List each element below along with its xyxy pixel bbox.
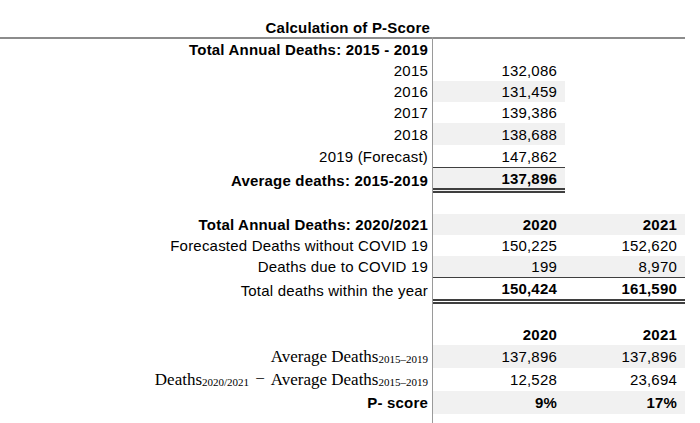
- year-label: 2016: [0, 81, 433, 102]
- table-row: 2017 139,386: [0, 102, 700, 123]
- section1-total-row: Average deaths: 2015-2019 137,896: [0, 167, 700, 193]
- section2-header-row: Total Annual Deaths: 2020/2021 2020 2021: [0, 214, 700, 235]
- formula-label: Deaths2020/2021−Average Deaths2015–2019: [0, 368, 433, 391]
- deaths-value: 132,086: [433, 60, 565, 81]
- average-deaths-value: 137,896: [433, 167, 565, 193]
- value-2021: 8,970: [565, 256, 685, 277]
- table-row: 2019 (Forecast) 147,862: [0, 145, 700, 167]
- p-score-row: P- score 9% 17%: [0, 391, 700, 414]
- total-deaths-label: Total deaths within the year: [0, 277, 433, 304]
- year-label: 2015: [0, 60, 433, 81]
- section1-header: Total Annual Deaths: 2015 - 2019: [0, 39, 433, 60]
- col-header-2020: 2020: [433, 214, 565, 235]
- year-label: 2017: [0, 102, 433, 123]
- excess-deaths-formula-row: Deaths2020/2021−Average Deaths2015–2019 …: [0, 368, 700, 391]
- covid-deaths-label: Deaths due to COVID 19: [0, 256, 433, 277]
- deaths-value: 139,386: [433, 102, 565, 123]
- column-divider: [432, 37, 433, 423]
- table-row: 2018 138,688: [0, 123, 700, 145]
- col-header-2021: 2021: [565, 214, 685, 235]
- p-score-label: P- score: [0, 391, 433, 414]
- year-label: 2018: [0, 123, 433, 145]
- minus-operator: −: [255, 369, 265, 389]
- year-label: 2019 (Forecast): [0, 145, 433, 167]
- average-deaths-label: Average deaths: 2015-2019: [0, 167, 433, 193]
- deaths-value: 138,688: [433, 123, 565, 145]
- title-row: Calculation of P-Score: [0, 0, 700, 37]
- total-2021: 161,590: [565, 278, 685, 299]
- spacer-row: [0, 304, 700, 324]
- formula-label: Average Deaths2015–2019: [0, 345, 433, 368]
- forecasted-deaths-label: Forecasted Deaths without COVID 19: [0, 235, 433, 256]
- value-2021: 23,694: [565, 368, 685, 391]
- average-deaths-formula-row: Average Deaths2015–2019 137,896 137,896: [0, 345, 700, 368]
- formula-term: Deaths: [155, 370, 202, 390]
- col-header-2021: 2021: [565, 324, 685, 345]
- value-2021: 152,620: [565, 235, 685, 256]
- section1-header-row: Total Annual Deaths: 2015 - 2019: [0, 39, 700, 60]
- col-header-2020: 2020: [433, 324, 565, 345]
- value-2020: 137,896: [433, 345, 565, 368]
- total-2020: 150,424: [433, 278, 565, 299]
- value-2020: 12,528: [433, 368, 565, 391]
- section3-header-row: 2020 2021: [0, 324, 700, 345]
- value-2020: 150,225: [433, 235, 565, 256]
- top-rule: [0, 37, 685, 39]
- table-row: Deaths due to COVID 19 199 8,970: [0, 256, 700, 277]
- value-2021: 137,896: [565, 345, 685, 368]
- p-score-2020: 9%: [433, 391, 565, 414]
- page-title: Calculation of P-Score: [0, 0, 433, 37]
- section2-header: Total Annual Deaths: 2020/2021: [0, 214, 433, 235]
- formula-term: Average Deaths: [271, 347, 379, 367]
- p-score-worksheet: Calculation of P-Score Total Annual Deat…: [0, 0, 700, 423]
- table-row: 2015 132,086: [0, 60, 700, 81]
- section2-total-row: Total deaths within the year 150,424 161…: [0, 277, 700, 304]
- deaths-value: 147,862: [433, 145, 565, 167]
- formula-term: Average Deaths: [271, 370, 379, 390]
- p-score-2021: 17%: [565, 391, 685, 414]
- spacer-row: [0, 193, 700, 214]
- table-row: 2016 131,459: [0, 81, 700, 102]
- table-row: Forecasted Deaths without COVID 19 150,2…: [0, 235, 700, 256]
- deaths-value: 131,459: [433, 81, 565, 102]
- value-2020: 199: [433, 256, 565, 277]
